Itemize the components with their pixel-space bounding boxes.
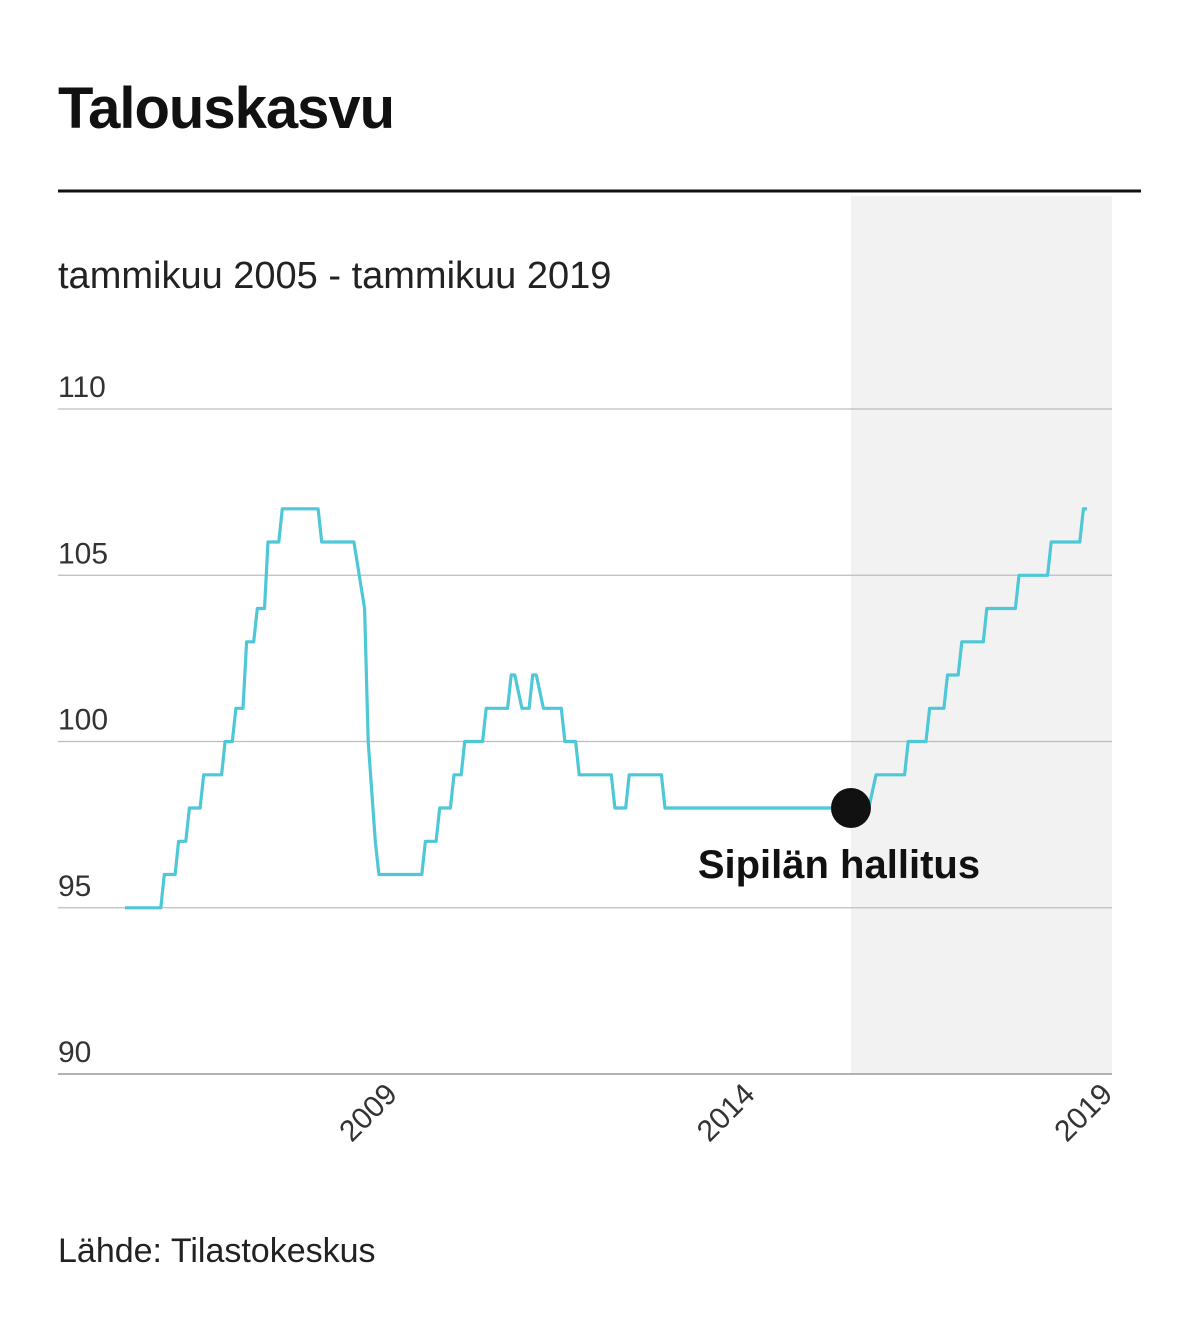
source-note: Lähde: Tilastokeskus (58, 1232, 376, 1270)
y-tick-label-105: 105 (58, 537, 108, 570)
x-tick-labels: 2009 2014 2019 (333, 1078, 1119, 1149)
series-line (125, 507, 1087, 910)
chart-subtitle: tammikuu 2005 - tammikuu 2019 (58, 255, 611, 297)
y-tick-label-110: 110 (58, 371, 106, 404)
y-tick-label-90: 90 (58, 1036, 91, 1069)
x-tick-label-2014: 2014 (691, 1078, 762, 1149)
chart-title: Talouskasvu (58, 76, 394, 141)
y-tick-label-95: 95 (58, 870, 91, 903)
x-tick-label-2019: 2019 (1048, 1078, 1119, 1149)
shaded-period (850, 196, 1112, 1074)
annotation-label: Sipilän hallitus (698, 843, 980, 887)
annotation-marker (830, 788, 871, 828)
x-tick-label-2009: 2009 (333, 1078, 404, 1149)
y-tick-labels: 90 95 100 105 110 (58, 371, 108, 1069)
y-tick-label-100: 100 (58, 704, 108, 737)
